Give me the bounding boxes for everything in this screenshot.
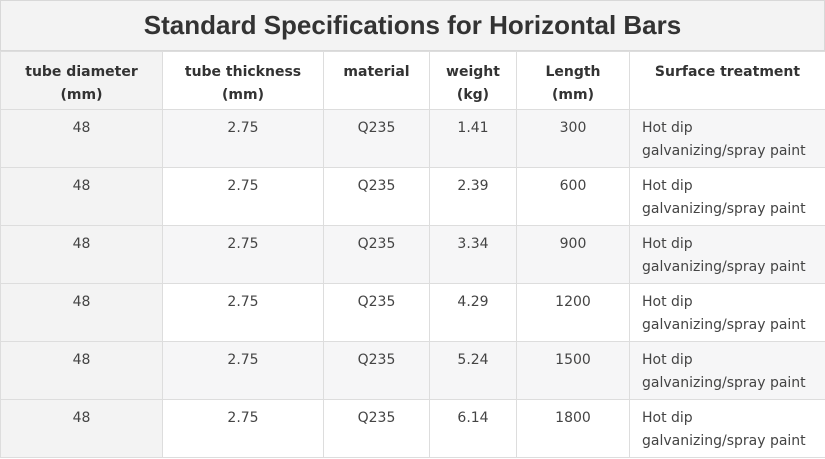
cell-weight: 2.39 (429, 167, 517, 226)
cell-diameter: 48 (0, 283, 163, 342)
cell-material: Q235 (323, 283, 430, 342)
table-row: 48 2.75 Q235 6.14 1800 Hot dip galvanizi… (0, 399, 825, 458)
cell-diameter: 48 (0, 341, 163, 400)
cell-thickness: 2.75 (162, 283, 324, 342)
table-row: 48 2.75 Q235 4.29 1200 Hot dip galvanizi… (0, 283, 825, 342)
cell-length: 600 (516, 167, 630, 226)
cell-thickness: 2.75 (162, 225, 324, 284)
header-weight: weight (kg) (429, 51, 517, 110)
cell-length: 900 (516, 225, 630, 284)
header-surface-treatment: Surface treatment (629, 51, 825, 110)
table-row: 48 2.75 Q235 2.39 600 Hot dip galvanizin… (0, 167, 825, 226)
cell-weight: 5.24 (429, 341, 517, 400)
table-row: 48 2.75 Q235 3.34 900 Hot dip galvanizin… (0, 225, 825, 284)
cell-weight: 4.29 (429, 283, 517, 342)
cell-material: Q235 (323, 341, 430, 400)
table-row: 48 2.75 Q235 1.41 300 Hot dip galvanizin… (0, 109, 825, 168)
cell-length: 1800 (516, 399, 630, 458)
header-length: Length (mm) (516, 51, 630, 110)
cell-weight: 1.41 (429, 109, 517, 168)
cell-diameter: 48 (0, 109, 163, 168)
cell-diameter: 48 (0, 167, 163, 226)
cell-thickness: 2.75 (162, 399, 324, 458)
cell-diameter: 48 (0, 225, 163, 284)
cell-diameter: 48 (0, 399, 163, 458)
cell-length: 1500 (516, 341, 630, 400)
cell-surface: Hot dip galvanizing/spray paint (629, 109, 825, 168)
cell-weight: 3.34 (429, 225, 517, 284)
cell-length: 300 (516, 109, 630, 168)
cell-weight: 6.14 (429, 399, 517, 458)
cell-thickness: 2.75 (162, 109, 324, 168)
page-title: Standard Specifications for Horizontal B… (0, 0, 825, 51)
cell-material: Q235 (323, 225, 430, 284)
header-tube-thickness: tube thickness (mm) (162, 51, 324, 110)
cell-surface: Hot dip galvanizing/spray paint (629, 225, 825, 284)
cell-material: Q235 (323, 167, 430, 226)
header-material: material (323, 51, 430, 110)
header-row: tube diameter (mm) tube thickness (mm) mat… (0, 51, 825, 110)
cell-material: Q235 (323, 399, 430, 458)
cell-surface: Hot dip galvanizing/spray paint (629, 341, 825, 400)
cell-length: 1200 (516, 283, 630, 342)
cell-surface: Hot dip galvanizing/spray paint (629, 167, 825, 226)
cell-material: Q235 (323, 109, 430, 168)
cell-thickness: 2.75 (162, 167, 324, 226)
cell-surface: Hot dip galvanizing/spray paint (629, 283, 825, 342)
spec-table: tube diameter (mm) tube thickness (mm) mat… (0, 51, 825, 458)
table-row: 48 2.75 Q235 5.24 1500 Hot dip galvanizi… (0, 341, 825, 400)
header-tube-diameter: tube diameter (mm) (0, 51, 163, 110)
cell-thickness: 2.75 (162, 341, 324, 400)
cell-surface: Hot dip galvanizing/spray paint (629, 399, 825, 458)
